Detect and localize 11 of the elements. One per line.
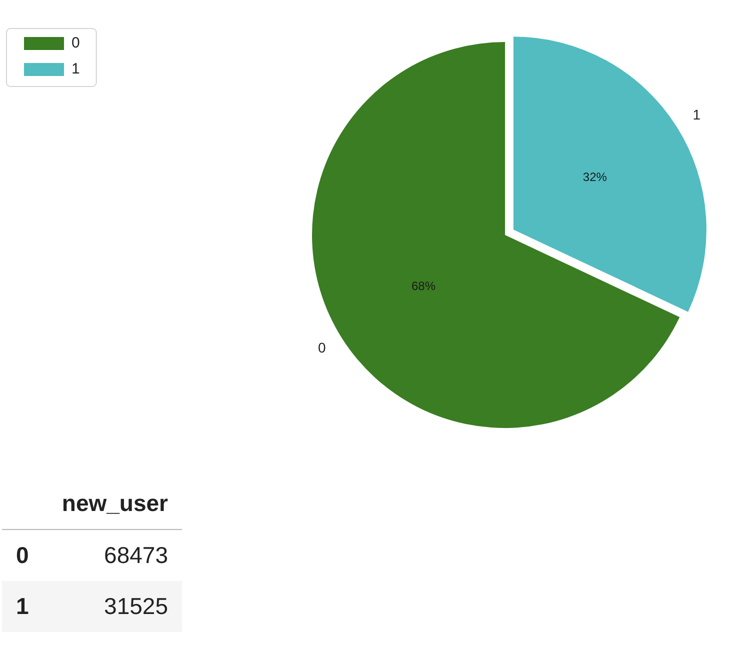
- text: new_user: [44, 478, 182, 530]
- category-label: 0: [15, 541, 30, 570]
- data-label: 68%: [412, 279, 436, 294]
- category-label: 1: [15, 592, 30, 621]
- slice-label: 0: [318, 340, 326, 356]
- legend-label: 1: [72, 60, 80, 78]
- legend-label: 0: [72, 34, 80, 52]
- data-label: 31525: [103, 592, 169, 621]
- data-label: 68473: [103, 541, 169, 570]
- slice-label: 1: [692, 106, 701, 123]
- data-label: 32%: [582, 170, 608, 184]
